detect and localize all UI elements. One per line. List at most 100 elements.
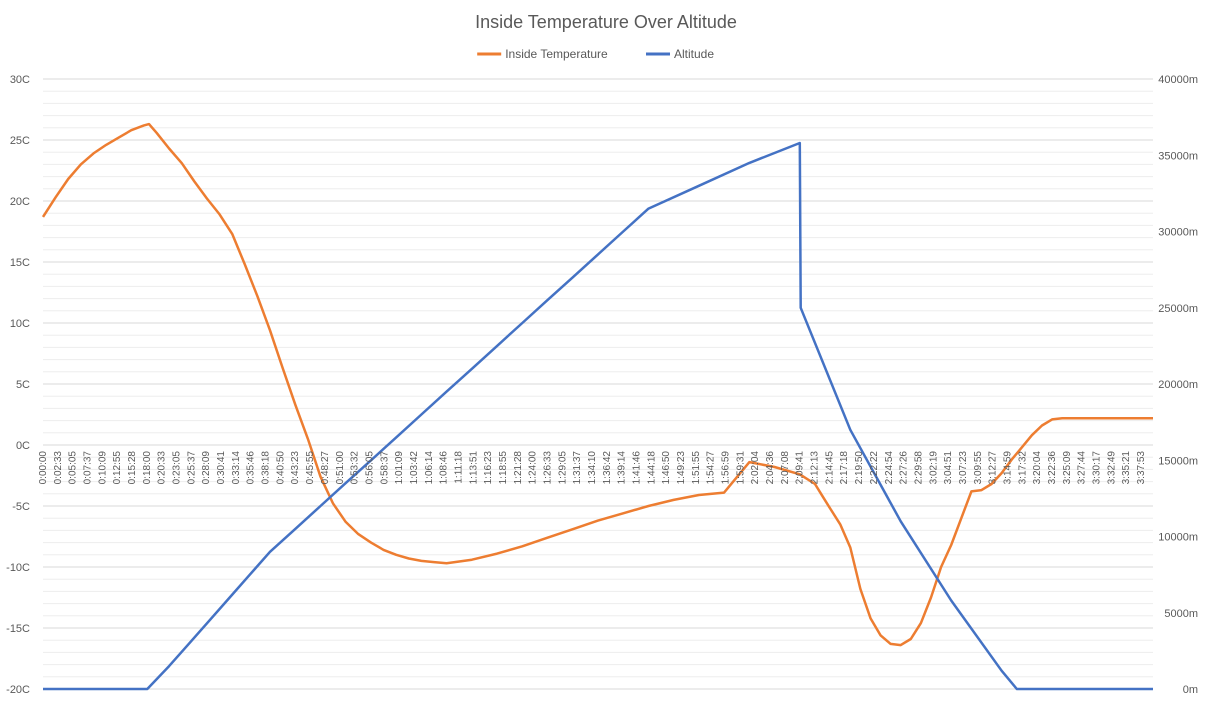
x-tick-label: 1:29:05 <box>557 451 568 485</box>
x-tick-label: 3:17:32 <box>1017 451 1028 485</box>
x-tick-label: 1:56:59 <box>721 451 732 485</box>
x-tick-label: 1:51:55 <box>691 451 702 485</box>
x-tick-label: 0:23:05 <box>172 451 183 485</box>
y-left-tick-label: 0C <box>16 440 30 452</box>
x-tick-label: 3:20:04 <box>1032 451 1043 485</box>
x-tick-label: 1:16:23 <box>483 451 494 485</box>
x-tick-label: 1:13:51 <box>468 451 479 485</box>
x-tick-label: 2:04:36 <box>765 451 776 485</box>
y-left-tick-label: 5C <box>16 379 30 391</box>
x-tick-label: 0:38:18 <box>261 451 272 485</box>
legend: Inside Temperature Altitude <box>477 47 714 61</box>
y-left-tick-label: -10C <box>6 562 30 574</box>
x-tick-label: 1:11:18 <box>453 451 464 484</box>
x-tick-label: 1:08:46 <box>439 451 450 485</box>
series-lines <box>41 122 1153 691</box>
x-tick-label: 2:19:50 <box>854 451 865 485</box>
x-tick-label: 1:18:55 <box>498 451 509 485</box>
y-axis-right: 40000m 35000m 30000m 25000m 20000m 15000m 1000… <box>1158 74 1198 696</box>
x-tick-label: 3:25:09 <box>1062 451 1073 485</box>
x-axis: 0:00:00 0:02:33 0:05:05 0:07:37 0:10:09 0:12:… <box>38 451 1147 485</box>
x-tick-label: 2:27:26 <box>899 451 910 485</box>
y-left-tick-label: 30C <box>10 74 30 86</box>
x-tick-label: 0:35:46 <box>246 451 257 485</box>
x-tick-label: 3:35:21 <box>1121 451 1132 485</box>
x-tick-label: 0:15:28 <box>127 451 138 485</box>
y-left-tick-label: 15C <box>10 257 30 269</box>
x-tick-label: 2:12:13 <box>810 451 821 485</box>
y-right-tick-label: 40000m <box>1158 74 1198 86</box>
y-left-tick-label: -5C <box>12 501 30 513</box>
x-tick-label: 1:36:42 <box>602 451 613 485</box>
x-tick-label: 3:07:23 <box>958 451 969 485</box>
x-tick-label: 1:39:14 <box>617 451 628 485</box>
y-left-tick-label: 20C <box>10 196 30 208</box>
x-tick-label: 1:01:09 <box>394 451 405 485</box>
x-tick-label: 1:21:28 <box>513 451 524 485</box>
x-tick-label: 2:29:58 <box>913 451 924 485</box>
x-tick-label: 1:59:31 <box>735 451 746 485</box>
x-tick-label: 3:12:27 <box>988 451 999 485</box>
x-tick-label: 1:24:00 <box>528 451 539 485</box>
y-right-tick-label: 15000m <box>1158 455 1198 467</box>
x-tick-label: 1:46:50 <box>661 451 672 485</box>
x-tick-label: 0:00:00 <box>38 451 49 485</box>
x-tick-label: 0:51:00 <box>335 451 346 485</box>
x-tick-label: 2:17:18 <box>839 451 850 485</box>
y-left-tick-label: -15C <box>6 623 30 635</box>
x-tick-label: 3:32:49 <box>1106 451 1117 485</box>
y-right-tick-label: 20000m <box>1158 379 1198 391</box>
x-tick-label: 2:09:41 <box>795 451 806 485</box>
x-tick-label: 0:40:50 <box>275 451 286 485</box>
x-tick-label: 0:33:14 <box>231 451 242 485</box>
x-tick-label: 0:18:00 <box>142 451 153 485</box>
y-left-tick-label: -20C <box>6 684 30 696</box>
x-tick-label: 1:34:10 <box>587 451 598 485</box>
y-right-tick-label: 0m <box>1183 684 1198 696</box>
chart-title: Inside Temperature Over Altitude <box>475 12 737 32</box>
x-tick-label: 1:06:14 <box>424 451 435 485</box>
x-tick-label: 0:20:33 <box>157 451 168 485</box>
x-tick-label: 0:56:05 <box>364 451 375 485</box>
x-tick-label: 1:41:46 <box>632 451 643 485</box>
x-tick-label: 3:04:51 <box>943 451 954 485</box>
x-tick-label: 0:25:37 <box>186 451 197 485</box>
x-tick-label: 1:44:18 <box>646 451 657 485</box>
y-right-tick-label: 25000m <box>1158 303 1198 315</box>
x-tick-label: 2:07:08 <box>780 451 791 485</box>
x-tick-label: 2:02:04 <box>750 451 761 485</box>
gridlines <box>43 78 1153 690</box>
x-tick-label: 1:54:27 <box>706 451 717 485</box>
x-tick-label: 1:26:33 <box>542 451 553 485</box>
x-tick-label: 1:49:23 <box>676 451 687 485</box>
legend-label: Altitude <box>674 47 714 61</box>
x-tick-label: 0:12:55 <box>112 451 123 485</box>
y-left-tick-label: 10C <box>10 318 30 330</box>
x-tick-label: 0:53:32 <box>350 451 361 485</box>
x-tick-label: 3:30:17 <box>1091 451 1102 485</box>
x-tick-label: 3:37:53 <box>1136 451 1147 485</box>
x-tick-label: 0:02:33 <box>53 451 64 485</box>
legend-label: Inside Temperature <box>505 47 608 61</box>
x-tick-label: 0:07:37 <box>83 451 94 485</box>
x-tick-label: 2:14:45 <box>824 451 835 485</box>
x-tick-label: 2:24:54 <box>884 451 895 485</box>
x-tick-label: 0:48:27 <box>320 451 331 485</box>
x-tick-label: 3:09:55 <box>973 451 984 485</box>
x-tick-label: 3:02:19 <box>928 451 939 485</box>
x-tick-label: 3:14:59 <box>1002 451 1013 485</box>
series-line-inside-temperature <box>41 122 1153 647</box>
x-tick-label: 0:10:09 <box>97 451 108 485</box>
x-tick-label: 0:05:05 <box>68 451 79 485</box>
x-tick-label: 0:30:41 <box>216 451 227 485</box>
y-left-tick-label: 25C <box>10 135 30 147</box>
y-right-tick-label: 5000m <box>1164 608 1198 620</box>
x-tick-label: 1:03:42 <box>409 451 420 485</box>
y-right-tick-label: 10000m <box>1158 532 1198 544</box>
y-axis-left: 30C 25C 20C 15C 10C 5C 0C -5C -10C -15C -20C <box>6 74 30 696</box>
x-tick-label: 0:43:23 <box>290 451 301 485</box>
y-right-tick-label: 35000m <box>1158 150 1198 162</box>
x-tick-label: 2:22:22 <box>869 451 880 485</box>
